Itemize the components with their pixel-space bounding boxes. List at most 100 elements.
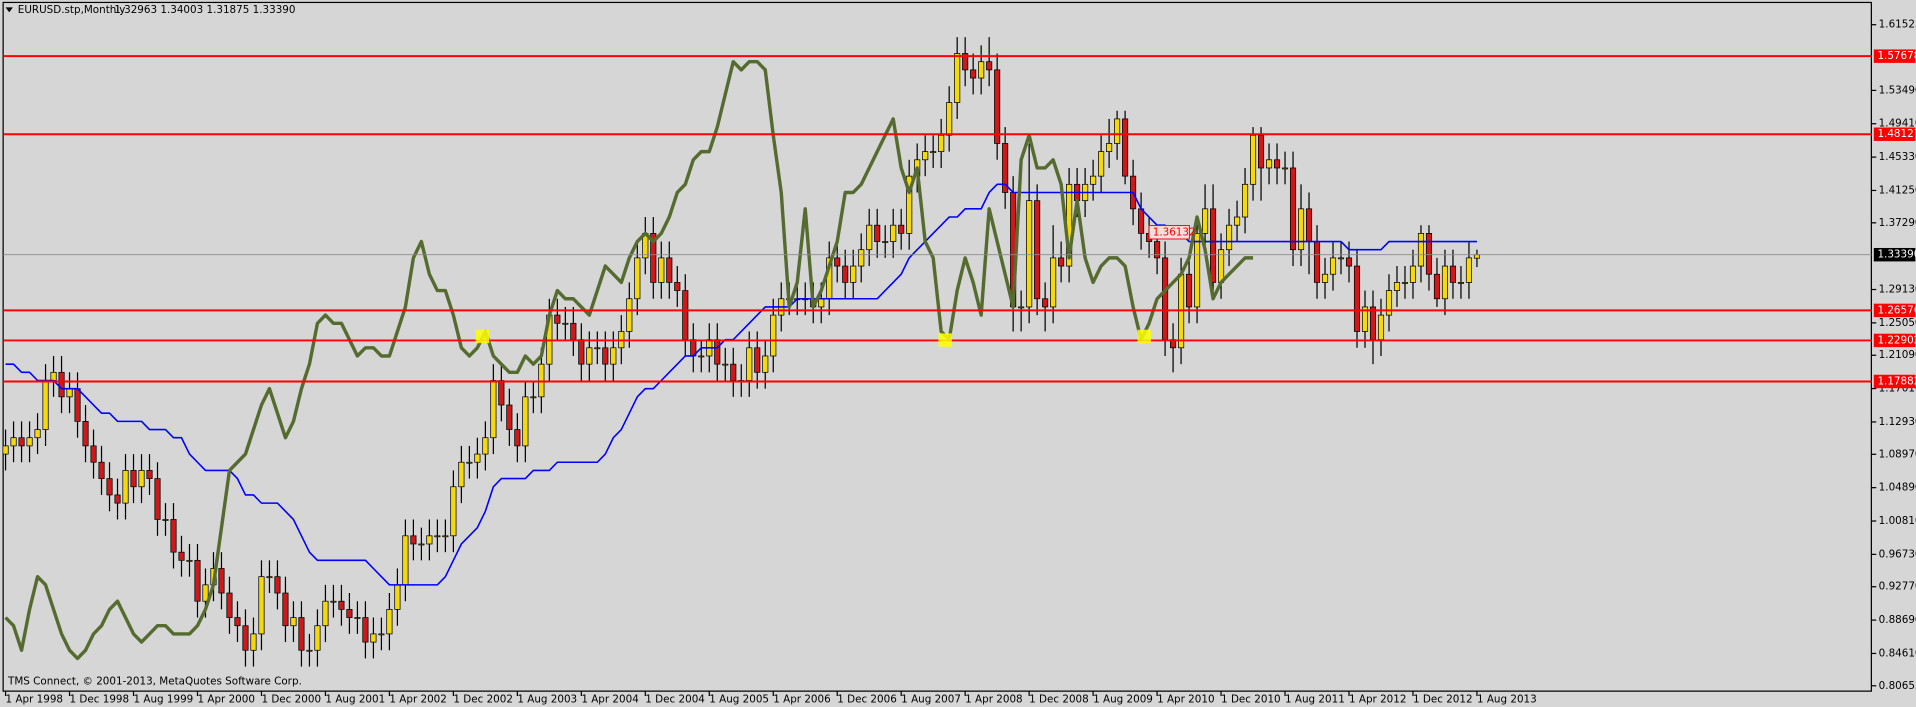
x-tick-label: 1 Apr 2004 [581,694,639,706]
candle-body [514,429,521,447]
candle-body [226,592,233,618]
y-tick-label: 1.41250 [1879,184,1916,196]
y-tick-label: 1.12930 [1879,416,1916,428]
candle-body [314,625,321,651]
candle-body [1002,143,1009,193]
candle-body [682,290,689,340]
candle-body [554,314,561,324]
candle-body [290,617,297,627]
candle-body [1457,282,1465,284]
candle-body [1058,257,1065,267]
y-tick-label: 1.21090 [1879,349,1916,361]
candle-body [938,134,945,152]
level-box [1873,49,1916,63]
x-tick-label: 1 Apr 2008 [965,694,1022,706]
candle-body [858,249,865,267]
candle-body [1393,282,1401,291]
candle-body [850,265,857,283]
candle-body [1114,118,1121,144]
candle-body [1186,273,1193,308]
candle-body [1138,208,1145,234]
candle-body [194,559,201,602]
candle-body [978,61,985,79]
x-tick-label: 1 Aug 2003 [517,694,577,706]
candle-body [1465,257,1473,283]
candle-body [74,388,81,422]
candle-body [1122,118,1129,177]
candle-body [498,380,505,406]
candle-body [986,61,993,71]
highlight [475,329,490,344]
candle-body [994,69,1001,144]
y-tick-label: 1.25050 [1879,317,1916,329]
candle-body [906,175,913,234]
current-price-box [1873,247,1916,262]
candle-body [1098,151,1105,177]
candle-body [490,380,497,439]
highlight [938,333,952,347]
candle-body [306,649,313,652]
candle-body [666,257,673,283]
y-tick-label: 1.04890 [1879,482,1916,494]
quote: 1.32963 1.34003 1.31875 1.33390 [114,4,295,16]
candle-body [1401,282,1409,284]
candle-body [82,421,89,447]
candle-body [114,494,121,504]
y-tick-label: 1.29130 [1879,284,1916,296]
candle-body [634,257,641,300]
candle-body [946,102,953,136]
x-tick-label: 1 Aug 2011 [1285,694,1345,706]
candle-body [34,429,41,439]
candle-body [1018,306,1025,309]
candle-body [66,388,73,398]
candle-body [1425,232,1433,275]
candle-body [154,478,161,520]
candle-body [1337,257,1345,260]
candle-body [866,224,873,251]
candle-body [218,568,225,594]
candle-body [1273,159,1281,169]
candle-body [338,600,345,610]
candle-body [274,576,281,594]
candle-body [58,371,65,398]
footer: TMS Connect, © 2001-2013, MetaQuotes Sof… [7,675,302,687]
candle-body [722,363,729,366]
candle-body [50,371,57,381]
candle-body [106,478,113,496]
x-tick-label: 1 Dec 1998 [70,694,130,706]
candle-body [370,633,377,643]
candle-body [170,519,177,553]
candle-body [426,535,433,545]
candle-body [26,437,33,447]
indicator-line [5,183,1477,586]
candle-body [1305,208,1313,242]
candle-body [266,576,273,579]
candle-body [754,347,761,373]
candle-body [570,322,577,340]
candle-body [282,592,289,627]
candle-body [330,600,337,603]
candle-body [746,347,753,381]
candle-body [346,609,353,618]
candle-body [530,396,537,399]
candle-body [1265,159,1273,169]
candle-body [842,265,849,283]
candle-body [1257,134,1265,169]
candle-body [930,151,937,153]
candle-body [1050,257,1057,308]
highlight [1137,329,1151,344]
candle-body [922,151,929,161]
candle-body [258,576,265,635]
candle-body [1226,224,1233,251]
candle-body [1321,273,1329,283]
candle-body [1090,175,1097,185]
candle-body [18,437,25,447]
candle-body [506,404,513,430]
y-tick-label: 1.08970 [1879,448,1916,460]
candle-body [1385,290,1393,316]
candle-body [834,257,841,267]
